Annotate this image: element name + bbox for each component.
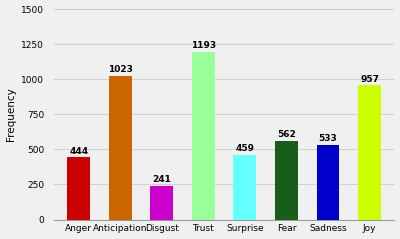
Bar (316, 145, 340, 220)
Text: 957: 957 (360, 75, 379, 84)
Bar (358, 85, 381, 220)
Bar (275, 141, 298, 220)
Text: 241: 241 (152, 175, 171, 184)
Text: 1023: 1023 (108, 65, 133, 74)
Text: 562: 562 (277, 130, 296, 139)
Y-axis label: Frequency: Frequency (6, 87, 16, 141)
Bar (67, 157, 90, 220)
Text: 459: 459 (236, 145, 254, 153)
Bar (192, 52, 215, 220)
Text: 1193: 1193 (191, 41, 216, 50)
Bar (150, 186, 173, 220)
Text: 444: 444 (69, 147, 88, 156)
Bar (109, 76, 132, 220)
Bar (234, 155, 256, 220)
Text: 533: 533 (319, 134, 337, 143)
